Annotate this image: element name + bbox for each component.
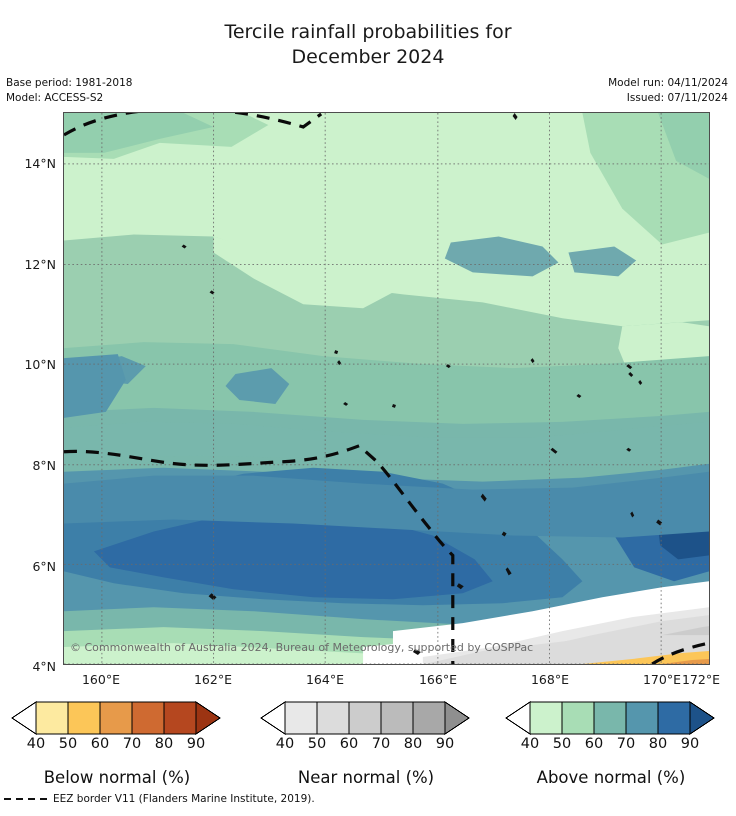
cb-near-tick-50: 50 <box>307 736 327 752</box>
map-gridlines <box>64 113 709 664</box>
map-contour-plot <box>64 113 709 664</box>
x-tick-160E: 160°E <box>81 672 120 687</box>
x-tick-168E: 168°E <box>530 672 569 687</box>
y-tick-4N: 4°N <box>32 659 56 674</box>
x-tick-166E: 166°E <box>418 672 457 687</box>
x-tick-162E: 162°E <box>193 672 232 687</box>
x-tick-172E: 172°E <box>681 672 720 687</box>
cb-near-tick-90: 90 <box>435 736 455 752</box>
y-tick-14N: 14°N <box>24 156 56 171</box>
cb-below-tick-60: 60 <box>90 736 110 752</box>
cb-below-tick-50: 50 <box>58 736 78 752</box>
colorbar-near-normal-swatches <box>259 700 471 736</box>
cb-above-tick-50: 50 <box>552 736 572 752</box>
eez-border-line <box>64 113 709 664</box>
y-tick-8N: 8°N <box>32 458 56 473</box>
model-run-label: Model run: 04/11/2024 <box>608 77 728 89</box>
cb-near-tick-80: 80 <box>403 736 423 752</box>
x-tick-170E: 170°E <box>642 672 681 687</box>
colorbar-near-normal-title: Near normal (%) <box>297 768 435 787</box>
y-tick-6N: 6°N <box>32 559 56 574</box>
title-line-2: December 2024 <box>291 46 445 68</box>
cb-above-tick-90: 90 <box>680 736 700 752</box>
colorbar-below-normal: 40 50 60 70 80 90 Below normal (%) <box>4 698 230 787</box>
title-line-1: Tercile rainfall probabilities for <box>224 21 512 43</box>
footer-eez-legend: EEZ border V11 (Flanders Marine Institut… <box>4 793 315 805</box>
colorbar-above-normal: 40 50 60 70 80 90 Above normal (%) <box>498 698 724 787</box>
y-tick-12N: 12°N <box>24 257 56 272</box>
issued-label: Issued: 07/11/2024 <box>626 92 728 104</box>
colorbar-above-normal-swatches <box>504 700 716 736</box>
model-label: Model: ACCESS-S2 <box>6 92 104 104</box>
cb-near-tick-70: 70 <box>371 736 391 752</box>
y-tick-10N: 10°N <box>24 357 56 372</box>
cb-near-tick-40: 40 <box>275 736 295 752</box>
colorbar-above-normal-title: Above normal (%) <box>536 768 686 787</box>
dashed-line-icon <box>4 798 48 800</box>
cb-above-tick-70: 70 <box>616 736 636 752</box>
cb-below-tick-90: 90 <box>186 736 206 752</box>
metadata-left: Base period: 1981-2018 Model: ACCESS-S2 <box>6 76 132 106</box>
cb-below-tick-80: 80 <box>154 736 174 752</box>
colorbar-below-normal-title: Below normal (%) <box>43 768 191 787</box>
colorbar-below-normal-swatches <box>10 700 222 736</box>
metadata-right: Model run: 04/11/2024 Issued: 07/11/2024 <box>608 76 728 106</box>
contour-bands <box>64 113 709 664</box>
cb-below-tick-40: 40 <box>26 736 46 752</box>
page-title: Tercile rainfall probabilities for Decem… <box>0 20 736 70</box>
cb-above-tick-60: 60 <box>584 736 604 752</box>
map-copyright: © Commonwealth of Australia 2024, Bureau… <box>70 641 534 654</box>
cb-below-tick-70: 70 <box>122 736 142 752</box>
base-period-label: Base period: 1981-2018 <box>6 77 133 89</box>
tercile-probability-map <box>63 112 710 665</box>
cb-above-tick-80: 80 <box>648 736 668 752</box>
eez-border-label: EEZ border V11 (Flanders Marine Institut… <box>53 793 315 805</box>
x-tick-164E: 164°E <box>305 672 344 687</box>
cb-above-tick-40: 40 <box>520 736 540 752</box>
cb-near-tick-60: 60 <box>339 736 359 752</box>
colorbar-near-normal: 40 50 60 70 80 90 Near normal (%) <box>253 698 479 787</box>
